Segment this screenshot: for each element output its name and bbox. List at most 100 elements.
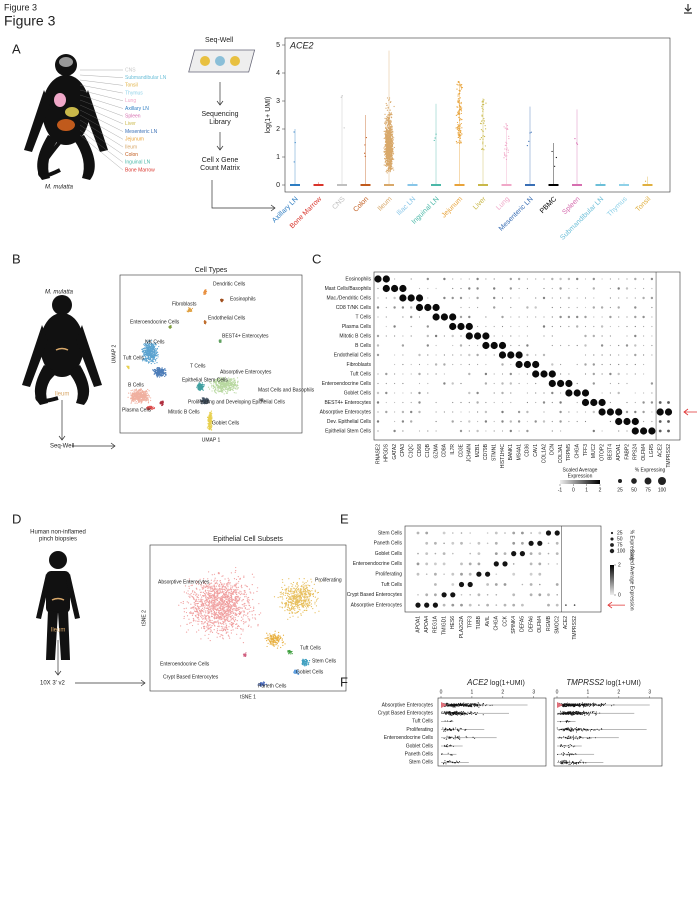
point	[482, 119, 484, 121]
point	[390, 130, 392, 132]
point	[389, 109, 391, 111]
dot	[501, 373, 504, 375]
row-label: Dev. Epithelial Cells	[327, 419, 372, 425]
point	[456, 106, 458, 108]
dot	[460, 401, 462, 404]
x-tick-label: Jejunum	[441, 196, 465, 220]
panel-label: B	[12, 251, 21, 266]
point	[247, 598, 249, 601]
point	[481, 104, 484, 106]
dot	[460, 306, 462, 309]
point	[459, 105, 461, 107]
point	[205, 618, 207, 620]
dot	[493, 401, 495, 404]
point	[237, 589, 239, 591]
point	[386, 109, 389, 111]
point	[391, 161, 393, 163]
point	[227, 577, 229, 579]
point	[481, 114, 483, 116]
point	[150, 355, 153, 357]
dot	[468, 401, 470, 404]
point	[148, 361, 151, 363]
zero-bar	[525, 184, 535, 186]
dot	[526, 344, 529, 347]
point	[156, 361, 158, 364]
point	[199, 594, 202, 596]
point	[235, 578, 238, 581]
point	[208, 419, 210, 421]
point	[574, 137, 576, 140]
point	[154, 362, 156, 365]
point	[386, 150, 388, 153]
dot	[642, 296, 645, 300]
point	[458, 93, 460, 95]
point	[391, 134, 394, 136]
dot	[551, 430, 553, 432]
point	[216, 631, 218, 633]
point	[386, 154, 389, 156]
point	[217, 625, 219, 627]
download-icon[interactable]	[684, 4, 692, 14]
point	[386, 104, 388, 107]
dot	[658, 401, 662, 404]
point	[482, 147, 484, 150]
dot	[523, 360, 532, 369]
dot	[465, 332, 473, 340]
point	[293, 131, 295, 133]
dot	[600, 325, 604, 328]
point	[209, 639, 211, 642]
dot	[576, 382, 578, 385]
point	[133, 389, 135, 391]
point	[147, 353, 150, 355]
dot	[551, 297, 553, 299]
point	[207, 422, 209, 425]
dot	[542, 353, 546, 357]
dot	[593, 325, 595, 328]
point	[203, 609, 205, 611]
dot	[468, 297, 470, 299]
point	[214, 577, 216, 579]
point	[391, 114, 393, 116]
point	[458, 133, 461, 135]
point	[235, 592, 237, 594]
point	[160, 374, 162, 376]
dot	[626, 430, 628, 432]
dot	[485, 430, 487, 432]
point	[390, 134, 392, 136]
point	[387, 122, 390, 124]
dot	[501, 430, 504, 432]
dot	[402, 363, 404, 366]
point	[461, 133, 463, 135]
method: 10X 3' v2	[40, 681, 65, 687]
point	[482, 141, 484, 143]
dot	[609, 325, 612, 328]
dot	[485, 316, 487, 318]
point	[237, 615, 239, 617]
point	[219, 592, 221, 594]
dot	[451, 296, 454, 300]
point	[142, 360, 144, 362]
dot	[584, 315, 587, 319]
point	[185, 592, 188, 594]
dot	[418, 316, 421, 318]
point	[145, 343, 148, 345]
point	[142, 391, 145, 393]
gene-label: RNASE2	[375, 444, 381, 464]
point	[391, 150, 394, 153]
dot	[626, 354, 628, 356]
dot	[415, 294, 424, 302]
dot	[576, 344, 578, 347]
point	[139, 389, 141, 391]
point	[457, 111, 459, 113]
point	[151, 347, 153, 349]
point	[197, 386, 199, 388]
point	[243, 603, 245, 605]
dot	[626, 363, 628, 366]
point	[145, 345, 147, 347]
point	[183, 615, 185, 618]
point	[237, 586, 240, 588]
point	[461, 86, 463, 89]
point	[215, 392, 217, 394]
dot	[394, 354, 396, 356]
dot	[477, 420, 479, 423]
